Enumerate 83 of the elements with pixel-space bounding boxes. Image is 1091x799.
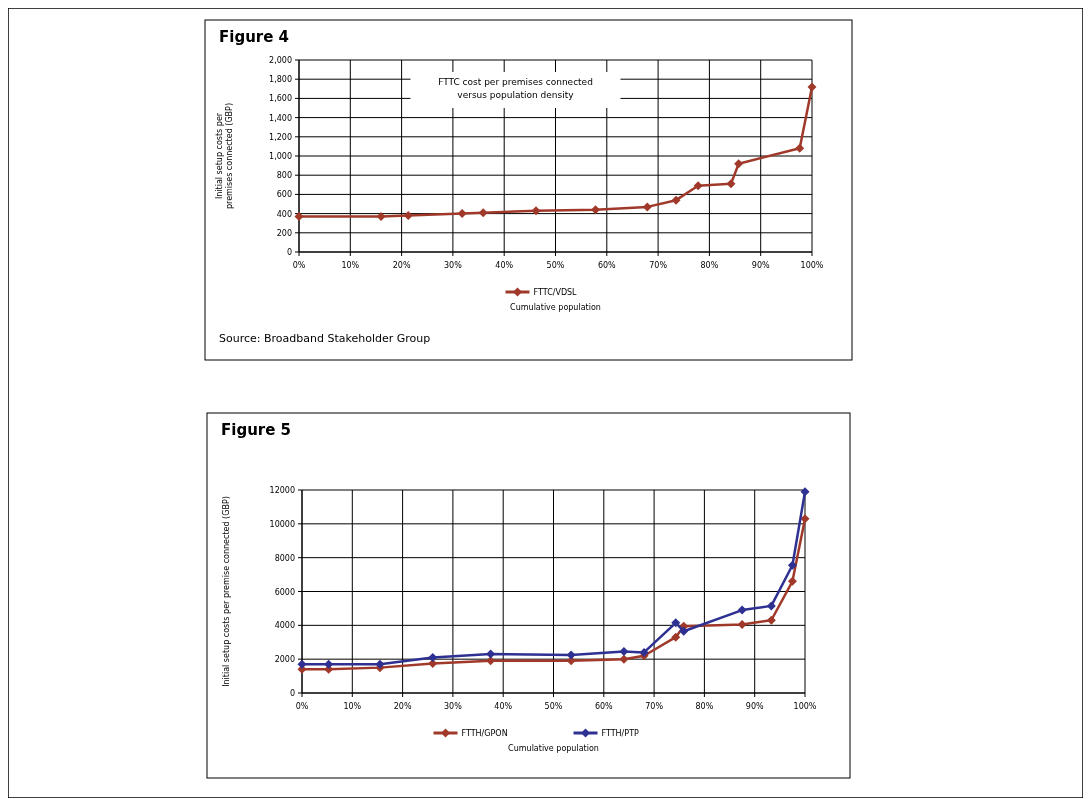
y-tick-label: 6000	[274, 587, 295, 597]
y-tick-label: 200	[276, 228, 292, 238]
point	[693, 181, 703, 191]
point	[766, 615, 776, 625]
point	[800, 487, 810, 497]
y-tick-label: 800	[276, 171, 292, 181]
x-tick-label: 10%	[341, 261, 360, 270]
point	[591, 205, 601, 215]
point	[807, 82, 817, 92]
point	[478, 208, 488, 218]
y-tick-label: 1,200	[269, 132, 292, 142]
x-tick-label: 80%	[695, 702, 714, 711]
x-tick-label: 10%	[343, 702, 362, 711]
x-tick-label: 50%	[544, 702, 563, 711]
point	[619, 654, 629, 664]
x-tick-label: 100%	[800, 261, 824, 270]
y-tick-label: 1,400	[269, 113, 292, 123]
x-tick-label: 60%	[594, 702, 614, 711]
y-tick-label: 12000	[269, 486, 295, 495]
x-tick-label: 0%	[295, 702, 309, 711]
x-axis-title: Cumulative population	[508, 744, 599, 753]
x-tick-label: 60%	[597, 261, 617, 270]
x-tick-label: 100%	[793, 702, 817, 711]
y-tick-label: 0	[289, 689, 295, 698]
y-tick-label: 1,800	[269, 75, 292, 85]
point	[734, 159, 744, 169]
point	[376, 211, 386, 221]
point	[800, 514, 810, 524]
point	[766, 601, 776, 611]
point	[795, 143, 805, 153]
point	[619, 647, 629, 657]
y-tick-label: 8000	[274, 553, 295, 563]
point	[531, 206, 541, 216]
point	[737, 605, 747, 615]
x-tick-label: 40%	[495, 261, 514, 270]
text: FTTC cost per premises connected versus population density	[438, 77, 593, 100]
point	[294, 211, 304, 221]
y-tick-label: 1,600	[269, 94, 292, 104]
point	[566, 650, 576, 660]
legend-label: FTTC/VDSL	[533, 288, 578, 297]
y-tick-label: 2000	[274, 655, 295, 665]
legend-label: FTTH/PTP	[601, 729, 640, 738]
y-tick-label: 0	[286, 248, 292, 257]
chart-title: Figure 4	[219, 28, 290, 46]
x-axis-title: Cumulative population	[510, 303, 601, 312]
y-axis-title: Initial setup costs per premise connected (GBP)	[222, 496, 231, 687]
point	[679, 626, 689, 636]
point	[403, 211, 413, 221]
point	[639, 647, 649, 657]
point	[428, 652, 438, 662]
point	[324, 659, 334, 669]
x-tick-label: 50%	[546, 261, 565, 270]
y-tick-label: 400	[276, 209, 292, 219]
x-tick-label: 20%	[392, 261, 411, 270]
chart-title: Figure 5	[221, 421, 292, 439]
x-tick-label: 90%	[745, 702, 764, 711]
y-tick-label: 1,000	[269, 152, 292, 161]
point	[457, 209, 467, 219]
x-tick-label: 70%	[649, 261, 668, 270]
point	[787, 560, 797, 570]
y-tick-label: 600	[276, 190, 292, 200]
x-tick-label: 0%	[292, 261, 306, 270]
point	[671, 195, 681, 205]
y-axis-title: Initial setup costs per premises connected (GBP)	[215, 102, 234, 210]
x-tick-label: 90%	[751, 261, 770, 270]
y-tick-label: 2,000	[269, 56, 292, 65]
point	[737, 619, 747, 629]
x-tick-label: 80%	[700, 261, 719, 270]
x-tick-label: 40%	[494, 702, 513, 711]
x-tick-label: 20%	[393, 702, 412, 711]
point	[726, 179, 736, 189]
point	[787, 576, 797, 586]
point	[671, 632, 681, 642]
point	[671, 618, 681, 628]
y-tick-label: 10000	[269, 519, 295, 529]
point	[375, 659, 385, 669]
x-tick-label: 70%	[645, 702, 664, 711]
y-tick-label: 4000	[274, 621, 295, 631]
point	[297, 659, 307, 669]
legend-label: FTTH/GPON	[461, 729, 508, 738]
x-tick-label: 30%	[444, 702, 463, 711]
x-tick-label: 30%	[444, 261, 463, 270]
source-note: Source: Broadband Stakeholder Group	[219, 332, 431, 345]
